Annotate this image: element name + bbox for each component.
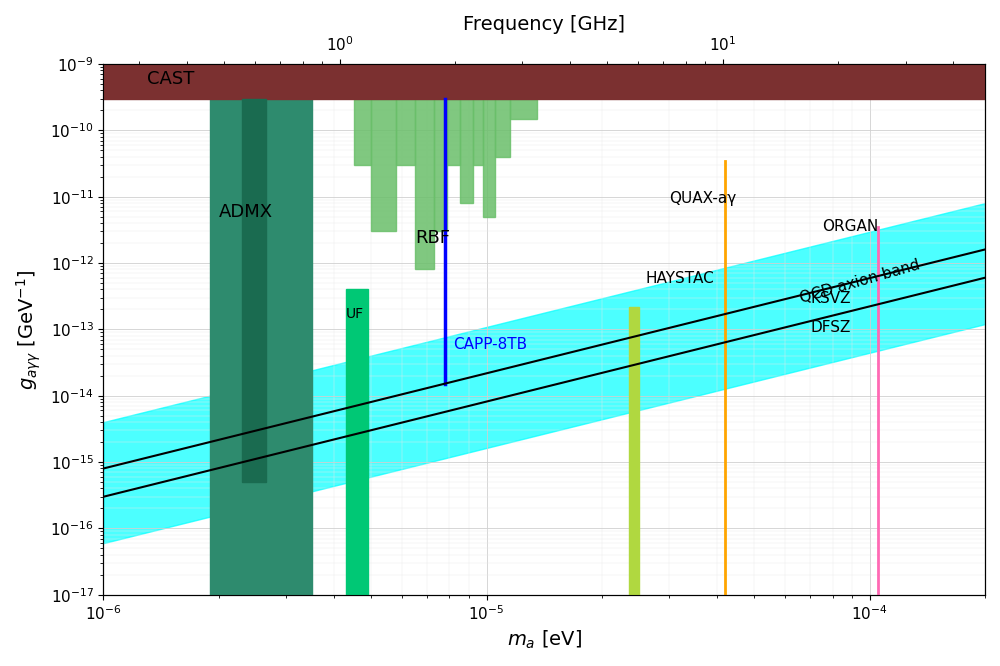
Bar [434,99,447,231]
Text: ORGAN: ORGAN [822,219,878,234]
Text: CAPP-8TB: CAPP-8TB [454,337,528,352]
Bar [510,99,537,119]
Text: QUAX-aγ: QUAX-aγ [669,191,737,206]
Bar [371,99,396,231]
Text: HAYSTAC: HAYSTAC [646,271,714,286]
Bar [210,99,312,595]
Text: RBF: RBF [415,229,450,247]
Text: ADMX: ADMX [219,202,273,220]
X-axis label: Frequency [GHz]: Frequency [GHz] [463,15,625,34]
Bar [415,99,434,270]
Bar [460,99,473,203]
Text: QCD axion band: QCD axion band [798,257,922,306]
Bar [242,99,266,482]
Bar [354,99,371,165]
Y-axis label: $g_{a\gamma\gamma}$ [GeV$^{-1}$]: $g_{a\gamma\gamma}$ [GeV$^{-1}$] [15,269,43,390]
Bar [629,306,639,595]
Text: KSVZ: KSVZ [810,291,851,306]
Text: DFSZ: DFSZ [810,320,851,336]
Bar [103,64,985,99]
Text: CAST: CAST [147,70,195,88]
Bar [473,99,483,165]
Bar [396,99,415,165]
Bar [447,99,460,165]
Bar [483,99,495,216]
Bar [346,290,368,595]
Text: UF: UF [346,306,364,320]
Bar [495,99,510,157]
X-axis label: $m_a$ [eV]: $m_a$ [eV] [507,629,582,651]
